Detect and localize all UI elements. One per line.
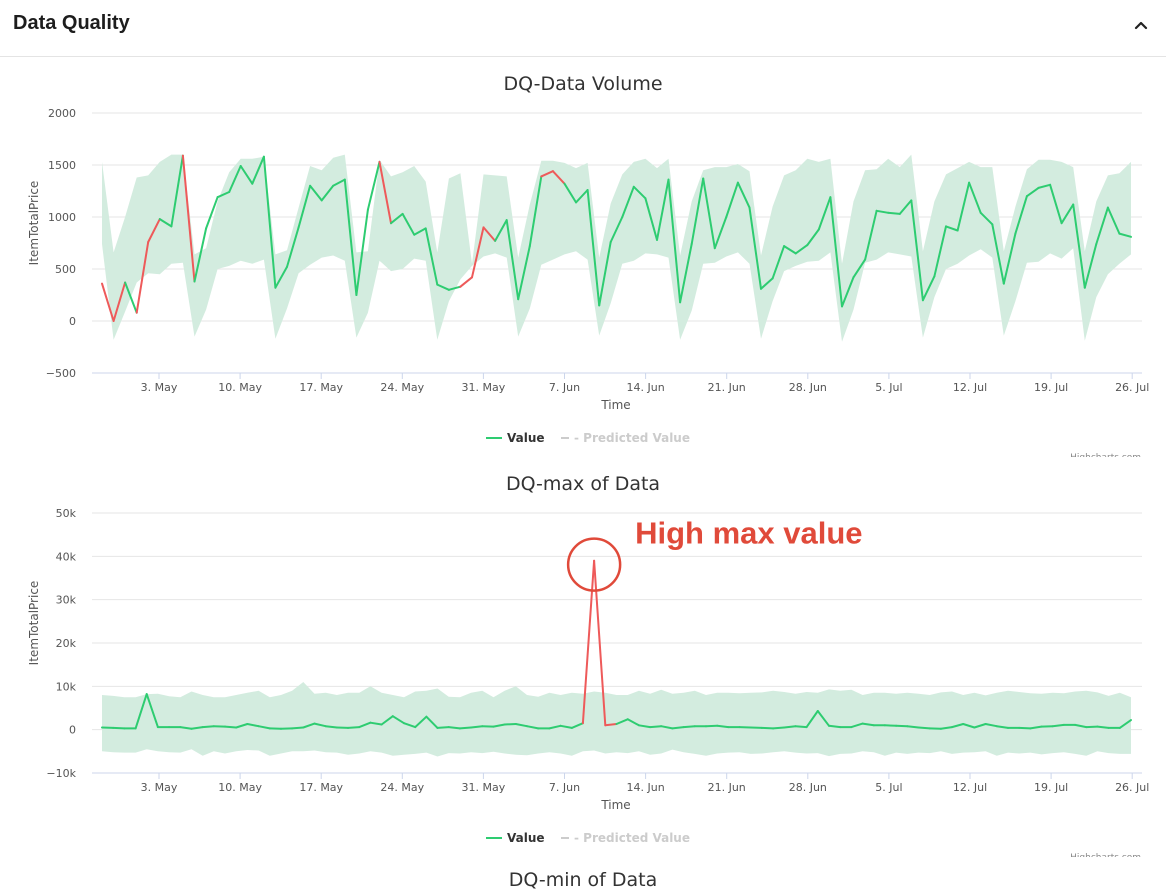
chevron-up-icon xyxy=(1134,20,1148,30)
value-segment xyxy=(762,728,773,729)
x-tick-label: 14. Jun xyxy=(627,781,665,794)
chart-title: DQ-max of Data xyxy=(506,473,660,495)
x-tick-label: 10. May xyxy=(218,781,262,794)
value-segment xyxy=(326,726,337,727)
x-tick-label: 17. May xyxy=(299,781,343,794)
value-segment xyxy=(203,726,214,727)
legend: Value - Predicted Value xyxy=(486,831,690,845)
chart-max-of-data: DQ-max of Data −10k 0 10k 20k 30k 40k 50k 3. May… xyxy=(0,457,1166,857)
y-tick-label: 1000 xyxy=(48,211,76,224)
value-segment xyxy=(1086,727,1097,728)
value-segment xyxy=(1053,725,1064,726)
collapse-button[interactable] xyxy=(1126,12,1156,38)
x-tick-label: 28. Jun xyxy=(789,381,827,394)
y-tick-label: 50k xyxy=(56,507,77,520)
x-tick-label: 28. Jun xyxy=(789,781,827,794)
x-tick-label: 24. May xyxy=(380,781,424,794)
value-segment xyxy=(113,728,124,729)
panel-title: Data Quality xyxy=(13,12,130,35)
y-tick-label: 0 xyxy=(69,315,76,328)
x-tick-label: 14. Jun xyxy=(627,381,665,394)
y-tick-label: 2000 xyxy=(48,107,76,120)
value-segment xyxy=(919,728,930,729)
x-tick-label: 21. Jun xyxy=(708,381,746,394)
y-axis-title: ItemTotalPrice xyxy=(27,181,41,266)
x-tick-label: 19. Jul xyxy=(1034,781,1068,794)
x-tick-label: 26. Jul xyxy=(1115,781,1149,794)
value-segment xyxy=(888,213,900,214)
value-segment xyxy=(348,727,359,728)
value-segment xyxy=(449,727,460,728)
x-tick-label: 12. Jul xyxy=(953,381,987,394)
value-segment xyxy=(773,728,784,729)
y-axis-title: ItemTotalPrice xyxy=(27,581,41,666)
x-tick-label: 31. May xyxy=(462,381,506,394)
chart-title: DQ-Data Volume xyxy=(503,73,662,95)
value-segment xyxy=(460,728,471,729)
legend: Value - Predicted Value xyxy=(486,431,690,445)
panel-header: Data Quality xyxy=(0,0,1166,57)
legend-item-predicted[interactable]: - Predicted Value xyxy=(574,831,690,845)
next-chart-title: DQ-min of Data xyxy=(0,869,1166,891)
y-tick-label: 1500 xyxy=(48,159,76,172)
value-segment xyxy=(796,726,807,727)
x-tick-label: 5. Jul xyxy=(875,381,902,394)
y-tick-label: −500 xyxy=(46,367,76,380)
y-tick-label: 10k xyxy=(56,680,77,693)
value-segment xyxy=(505,724,516,725)
x-tick-label: 31. May xyxy=(462,781,506,794)
y-tick-label: 20k xyxy=(56,637,77,650)
x-tick-label: 26. Jul xyxy=(1115,381,1149,394)
predicted-band xyxy=(102,155,1131,342)
y-tick-label: 500 xyxy=(55,263,76,276)
value-segment xyxy=(829,726,840,727)
predicted-band xyxy=(102,682,1131,757)
chart-data-volume-svg: DQ-Data Volume −500 0 500 1000 1500 2000 3. May… xyxy=(0,57,1166,457)
legend-item-value[interactable]: Value xyxy=(507,831,545,845)
chart-data-volume: DQ-Data Volume −500 0 500 1000 1500 2000 3. May… xyxy=(0,57,1166,457)
x-tick-label: 7. Jun xyxy=(549,381,580,394)
y-tick-label: 40k xyxy=(56,550,77,563)
value-segment xyxy=(225,727,236,728)
y-tick-label: 0 xyxy=(69,724,76,737)
x-tick-label: 19. Jul xyxy=(1034,381,1068,394)
legend-item-predicted[interactable]: - Predicted Value xyxy=(574,431,690,445)
value-segment xyxy=(438,727,449,728)
x-axis-title: Time xyxy=(600,798,630,812)
value-segment xyxy=(292,728,303,729)
value-segment xyxy=(717,726,728,727)
x-tick-label: 3. May xyxy=(141,381,178,394)
x-tick-label: 17. May xyxy=(299,381,343,394)
anomaly-segment xyxy=(605,724,616,725)
x-tick-label: 3. May xyxy=(141,781,178,794)
y-tick-label: 30k xyxy=(56,594,77,607)
x-tick-label: 5. Jul xyxy=(875,781,902,794)
value-segment xyxy=(650,726,661,727)
value-segment xyxy=(885,725,896,726)
x-tick-label: 12. Jul xyxy=(953,781,987,794)
value-segment xyxy=(1019,728,1030,729)
chart-max-of-data-svg: DQ-max of Data −10k 0 10k 20k 30k 40k 50k 3. May… xyxy=(0,457,1166,857)
value-segment xyxy=(784,726,795,727)
x-tick-label: 21. Jun xyxy=(708,781,746,794)
y-tick-label: −10k xyxy=(46,767,76,780)
value-segment xyxy=(907,726,918,727)
value-segment xyxy=(684,726,695,727)
legend-item-value[interactable]: Value xyxy=(507,431,545,445)
x-tick-label: 10. May xyxy=(218,381,262,394)
x-tick-label: 7. Jun xyxy=(549,781,580,794)
value-segment xyxy=(471,726,482,727)
value-segment xyxy=(1097,727,1108,728)
value-segment xyxy=(672,727,683,728)
anomaly-segment xyxy=(460,277,472,286)
x-tick-label: 24. May xyxy=(380,381,424,394)
annotation-label: High max value xyxy=(635,516,862,551)
chart-credits[interactable]: Highcharts.com xyxy=(1070,853,1141,857)
x-axis-title: Time xyxy=(600,398,630,412)
